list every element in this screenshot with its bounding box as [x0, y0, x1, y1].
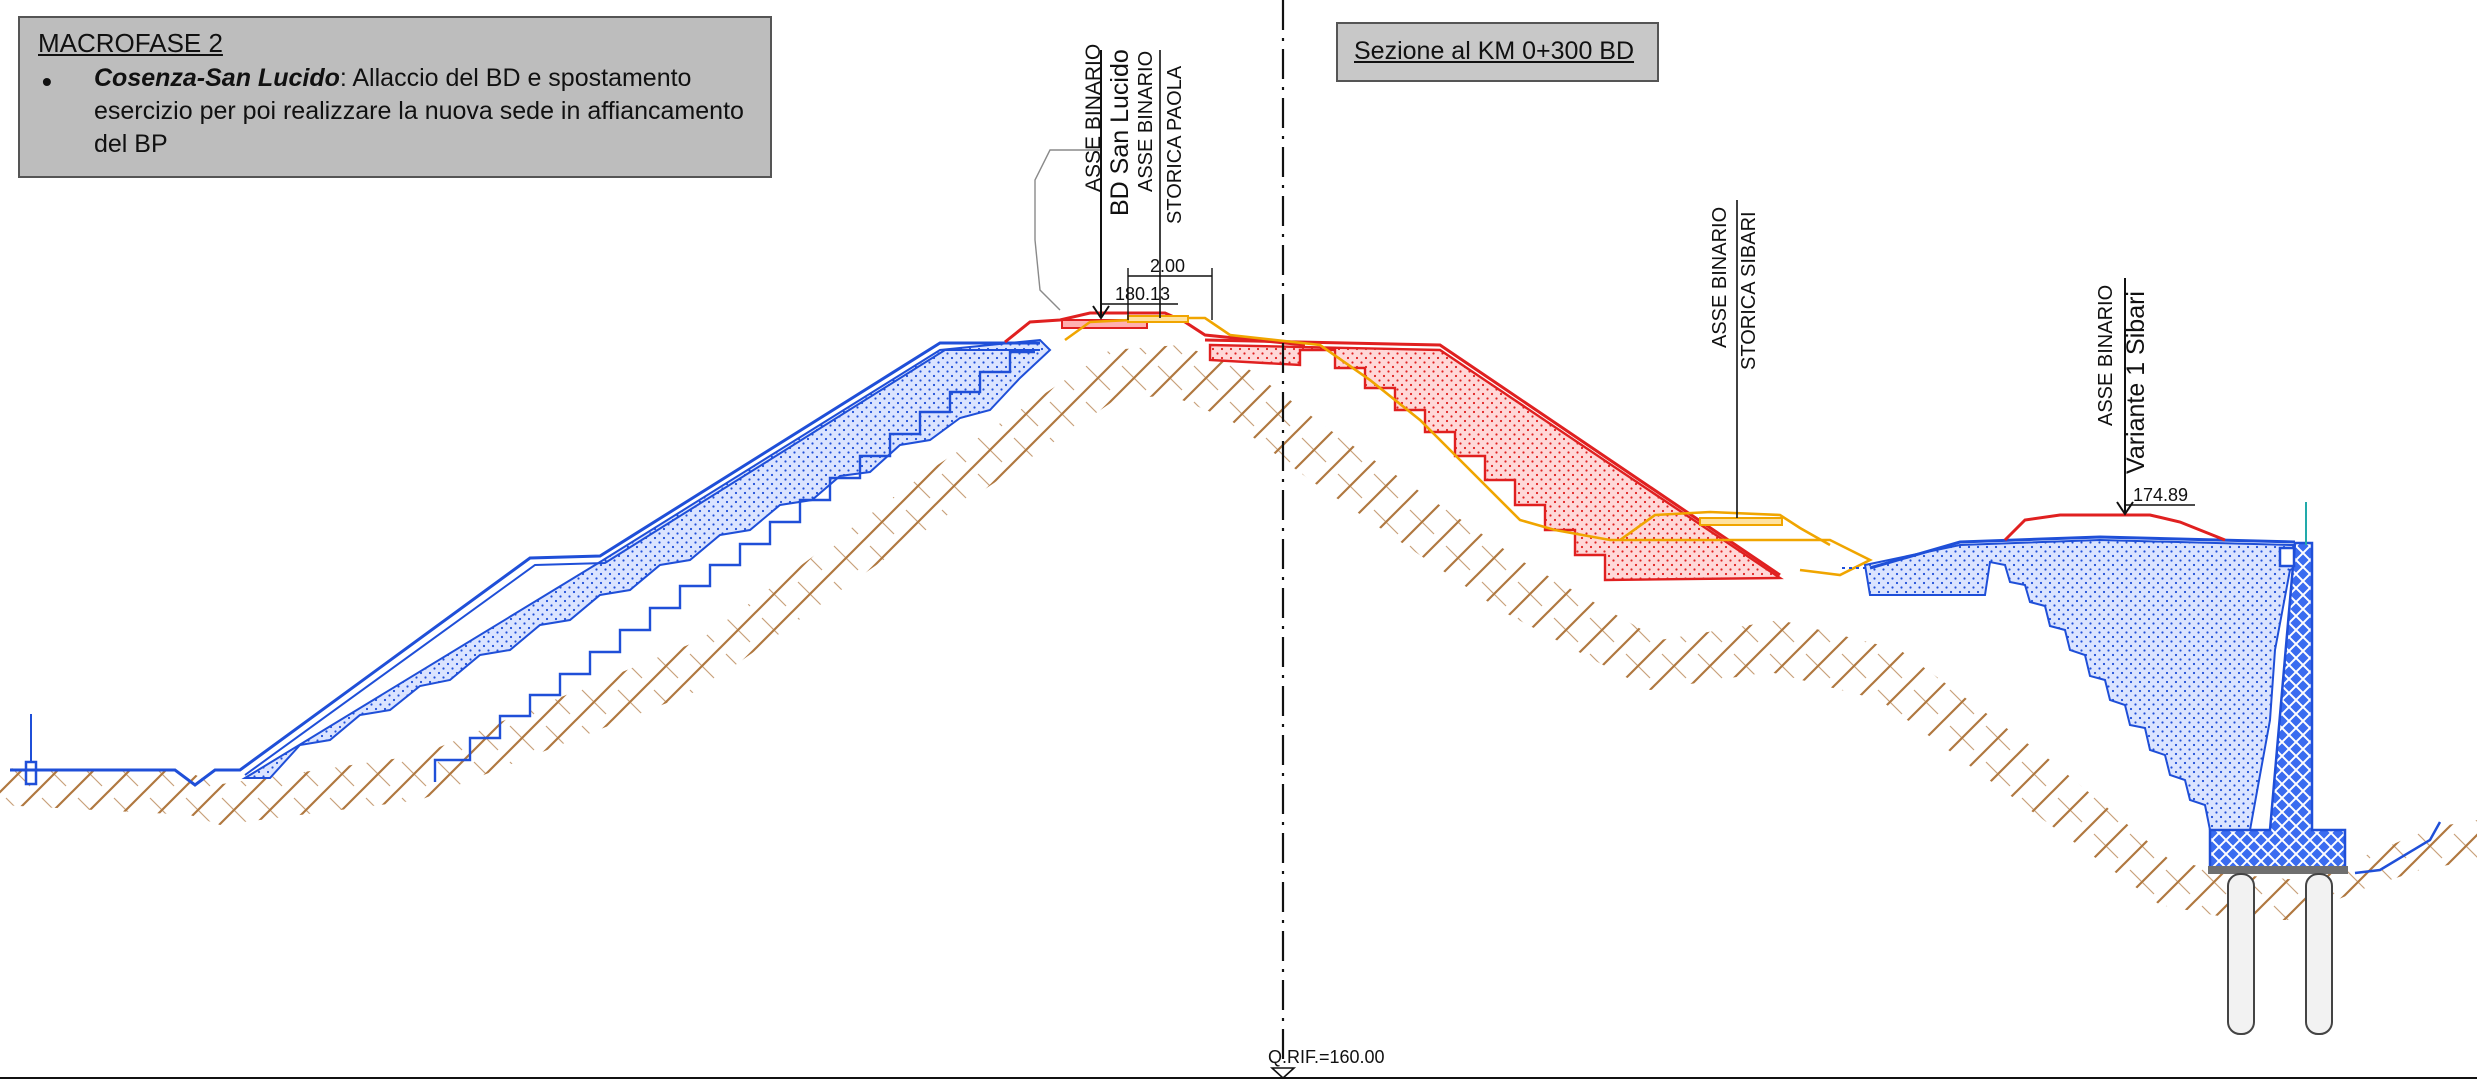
right-embankment-top [1869, 535, 2296, 570]
historic-line-profile [1064, 316, 1873, 577]
paola-axis-label-line2: STORICA PAOLA [1164, 65, 1186, 224]
piles [2227, 873, 2333, 1035]
elev-variante-label: 174.89 [2133, 485, 2188, 505]
left-embankment-fill [241, 338, 1052, 779]
phase-note-box: MACROFASE 2 • Cosenza-San Lucido: Allacc… [18, 16, 772, 178]
phase-description: Cosenza-San Lucido: Allaccio del BD e sp… [94, 62, 754, 161]
paola-axis-label-line1: ASSE BINARIO [1135, 50, 1157, 192]
left-benching [433, 350, 1035, 782]
left-embankment-outline-inner [244, 349, 1040, 776]
reference-elevation-label: Q.RIF.=160.00 [1268, 1047, 1385, 1067]
variante-axis-label-line2: Variante 1 Sibari [2122, 291, 2150, 474]
right-ditch [2354, 821, 2442, 875]
phase-route-name: Cosenza-San Lucido [94, 64, 340, 92]
phase-title: MACROFASE 2 [38, 28, 223, 58]
paola-track-ballast [1127, 315, 1189, 323]
variante-axis-label-line1: ASSE BINARIO [2095, 284, 2117, 426]
sketch-curve [1034, 149, 1100, 311]
bd-axis-arrow [1092, 305, 1110, 320]
width-dimension-label: 2.00 [1150, 256, 1185, 276]
bd-axis-label-line2: BD San Lucido [1106, 49, 1134, 216]
sibari-axis-label-line2: STORICA SIBARI [1738, 211, 1760, 370]
sibari-axis-label-line1: ASSE BINARIO [1709, 206, 1731, 348]
wall-base-slab [2208, 866, 2348, 874]
variante-axis-arrow [2116, 501, 2134, 516]
section-title: Sezione al KM 0+300 BD [1354, 37, 1635, 65]
elev-bd-label: 180.13 [1115, 284, 1170, 304]
sibari-track-ballast [1699, 517, 1783, 526]
pile-right [2305, 873, 2333, 1035]
pile-left [2227, 873, 2255, 1035]
reference-marker [1269, 1067, 1297, 1080]
wall-drain [2278, 546, 2296, 568]
section-title-box: Sezione al KM 0+300 BD [1336, 22, 1659, 82]
left-embankment-outline [10, 341, 1040, 787]
phase-bullet: • [42, 66, 52, 97]
phase-description-text: : Allaccio del BD e spostamento esercizi… [94, 64, 744, 158]
sibari-track-platform [1619, 510, 1831, 547]
variante-platform [2003, 513, 2226, 542]
bd-axis-label-line1: ASSE BINARIO [1082, 43, 1105, 192]
